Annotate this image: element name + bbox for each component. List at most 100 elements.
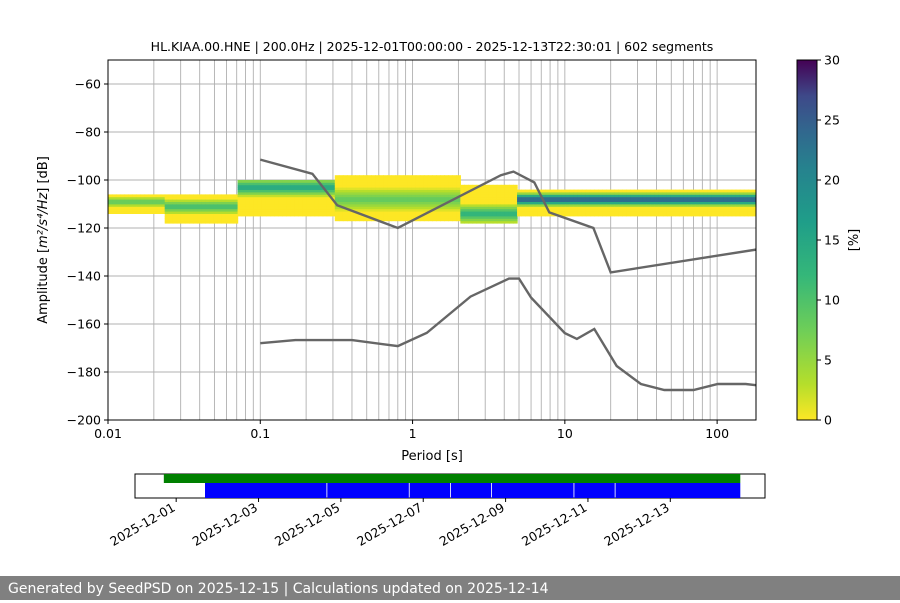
heatmap-cell xyxy=(496,220,502,224)
heatmap-cell xyxy=(306,211,312,214)
heatmap-cell xyxy=(638,192,644,195)
heatmap-cell xyxy=(630,189,636,193)
heatmap-cell xyxy=(521,194,526,198)
heatmap-cell xyxy=(116,211,121,214)
heatmap-cell xyxy=(492,220,498,224)
heatmap-cell xyxy=(387,189,393,193)
heatmap-cell xyxy=(577,199,583,202)
heatmap-cell xyxy=(136,208,141,212)
heatmap-cell xyxy=(508,216,514,219)
heatmap-cell xyxy=(553,196,559,200)
heatmap-cell xyxy=(703,199,708,202)
heatmap-cell xyxy=(683,201,688,205)
heatmap-cell xyxy=(423,189,429,193)
heatmap-cell xyxy=(622,196,627,200)
heatmap-cell xyxy=(330,189,336,193)
heatmap-cell xyxy=(302,206,308,210)
heatmap-cell xyxy=(415,211,421,214)
heatmap-cell xyxy=(606,199,611,202)
heatmap-cell xyxy=(699,201,704,205)
heatmap-cell xyxy=(205,196,210,200)
heatmap-cell xyxy=(403,199,409,202)
heatmap-cell xyxy=(492,192,498,195)
heatmap-cell xyxy=(452,180,457,183)
heatmap-cell xyxy=(253,184,259,188)
heatmap-cell xyxy=(144,211,150,214)
heatmap-cell xyxy=(278,196,283,200)
heatmap-cell xyxy=(719,196,725,200)
heatmap-cell xyxy=(221,196,227,200)
heatmap-cell xyxy=(197,204,202,207)
heatmap-cell xyxy=(440,213,445,217)
heatmap-cell xyxy=(375,204,380,207)
heatmap-cell xyxy=(180,201,186,205)
heatmap-cell xyxy=(561,211,567,214)
heatmap-cell xyxy=(286,204,291,207)
heatmap-cell xyxy=(650,213,656,217)
coverage-segment xyxy=(615,483,741,498)
heatmap-cell xyxy=(237,187,243,190)
heatmap-cell xyxy=(711,201,717,205)
heatmap-cell xyxy=(233,206,239,210)
heatmap-cell xyxy=(606,208,611,212)
heatmap-cell xyxy=(492,189,498,193)
heatmap-cell xyxy=(476,218,482,222)
heatmap-cell xyxy=(338,187,344,190)
heatmap-cell xyxy=(500,204,506,207)
heatmap-cell xyxy=(545,194,551,198)
heatmap-cell xyxy=(270,201,275,205)
heatmap-cell xyxy=(330,182,336,186)
heatmap-cell xyxy=(658,196,664,200)
heatmap-cell xyxy=(270,180,275,183)
heatmap-cell xyxy=(403,211,409,214)
heatmap-cell xyxy=(707,208,713,212)
heatmap-cell xyxy=(472,220,478,224)
heatmap-cell xyxy=(683,189,688,193)
heatmap-cell xyxy=(436,211,441,214)
heatmap-cell xyxy=(517,192,522,195)
heatmap-cell xyxy=(310,189,316,193)
heatmap-cell xyxy=(436,177,441,181)
heatmap-cell xyxy=(691,194,696,198)
heatmap-cell xyxy=(241,199,247,202)
heatmap-cell xyxy=(565,211,571,214)
heatmap-cell xyxy=(687,192,692,195)
heatmap-cell xyxy=(399,192,405,195)
heatmap-cell xyxy=(338,216,344,219)
heatmap-cell xyxy=(521,211,526,214)
heatmap-cell xyxy=(545,201,551,205)
heatmap-cell xyxy=(261,204,267,207)
heatmap-cell xyxy=(606,204,611,207)
heatmap-cell xyxy=(253,204,259,207)
heatmap-cell xyxy=(581,206,587,210)
heatmap-cell xyxy=(679,208,684,212)
heatmap-cell xyxy=(278,204,283,207)
heatmap-cell xyxy=(614,201,619,205)
heatmap-cell xyxy=(719,192,725,195)
heatmap-cell xyxy=(338,196,344,200)
heatmap-cell xyxy=(594,201,599,205)
heatmap-cell xyxy=(233,220,239,224)
heatmap-cell xyxy=(715,204,721,207)
heatmap-cell xyxy=(683,211,688,214)
heatmap-cell xyxy=(253,194,259,198)
heatmap-cell xyxy=(585,189,591,193)
heatmap-cell xyxy=(476,220,482,224)
heatmap-cell xyxy=(415,184,421,188)
colorbar-tick-label: 25 xyxy=(824,113,840,128)
heatmap-cell xyxy=(189,220,194,224)
heatmap-cell xyxy=(338,213,344,217)
heatmap-cell xyxy=(310,213,316,217)
y-axis-ticks: −200−180−160−140−120−100−80−60 xyxy=(67,77,108,428)
heatmap-cell xyxy=(703,208,708,212)
heatmap-cell xyxy=(464,194,470,198)
heatmap-cell xyxy=(144,194,150,198)
heatmap-cell xyxy=(391,201,397,205)
heatmap-cell xyxy=(488,201,494,205)
heatmap-cell xyxy=(654,199,660,202)
heatmap-cell xyxy=(387,206,393,210)
heatmap-cell xyxy=(306,194,312,198)
heatmap-cell xyxy=(735,206,741,210)
footer-text: Generated by SeedPSD on 2025-12-15 | Cal… xyxy=(8,581,549,597)
heatmap-cell xyxy=(452,211,457,214)
